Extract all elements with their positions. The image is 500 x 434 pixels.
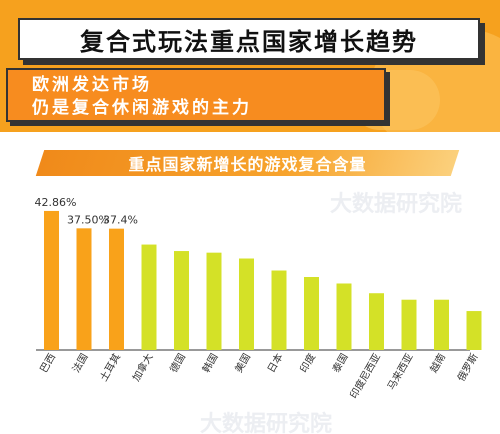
bar-10	[369, 293, 384, 350]
page-title: 复合式玩法重点国家增长趋势	[80, 27, 418, 56]
tick-label-11: 马来西亚	[385, 352, 415, 393]
subtitle-box: 欧洲发达市场 仍是复合休闲游戏的主力	[6, 68, 386, 122]
bar-1	[76, 228, 92, 350]
tick-label-10: 印度尼西亚	[347, 351, 383, 401]
bar-8	[304, 277, 319, 350]
tick-label-13: 俄罗斯	[454, 351, 480, 383]
bar-2	[109, 228, 124, 350]
bar-5	[206, 252, 222, 350]
tick-label-4: 德国	[167, 351, 188, 375]
bar-6	[239, 258, 254, 350]
subtitle-line-1: 欧洲发达市场	[32, 75, 152, 95]
bar-11	[401, 299, 417, 350]
tick-label-0: 巴西	[38, 352, 58, 375]
watermark: 大数据研究院	[330, 192, 463, 217]
title-bar: 复合式玩法重点国家增长趋势	[18, 18, 480, 60]
tick-label-3: 加拿大	[129, 351, 155, 383]
bar-12	[434, 299, 449, 350]
tick-label-9: 泰国	[329, 351, 350, 375]
data-label-1: 37.50%	[67, 213, 109, 226]
tick-label-6: 美国	[232, 351, 253, 375]
bar-chart: 大数据研究院 大数据研究院 42.86% 巴西 37.50% 法国 37.4% 土耳其 加拿…	[0, 180, 500, 434]
bar-7	[271, 270, 287, 350]
bar-9	[336, 283, 352, 350]
tick-label-7: 日本	[264, 351, 285, 375]
chart-canvas: 42.86% 巴西 37.50% 法国 37.4% 土耳其 加拿大 德国 韩国 美国 日本 印度 泰国印…	[35, 196, 482, 401]
bar-4	[174, 251, 189, 350]
watermark: 大数据研究院	[200, 412, 333, 434]
tick-label-5: 韩国	[199, 351, 220, 375]
tick-label-1: 法国	[69, 351, 90, 375]
bar-3	[141, 244, 157, 350]
chart-title: 重点国家新增长的游戏复合含量	[128, 155, 367, 174]
subtitle-line-2: 仍是复合休闲游戏的主力	[32, 98, 252, 118]
tick-label-2: 土耳其	[97, 351, 123, 383]
tick-label-8: 印度	[297, 351, 318, 375]
data-label-0: 42.86%	[35, 196, 77, 209]
header-banner: 复合式玩法重点国家增长趋势 欧洲发达市场 仍是复合休闲游戏的主力	[0, 0, 500, 132]
tick-label-12: 越南	[427, 351, 448, 375]
bar-0	[44, 210, 59, 350]
bar-13	[466, 311, 482, 350]
data-label-2: 37.4%	[103, 214, 138, 227]
